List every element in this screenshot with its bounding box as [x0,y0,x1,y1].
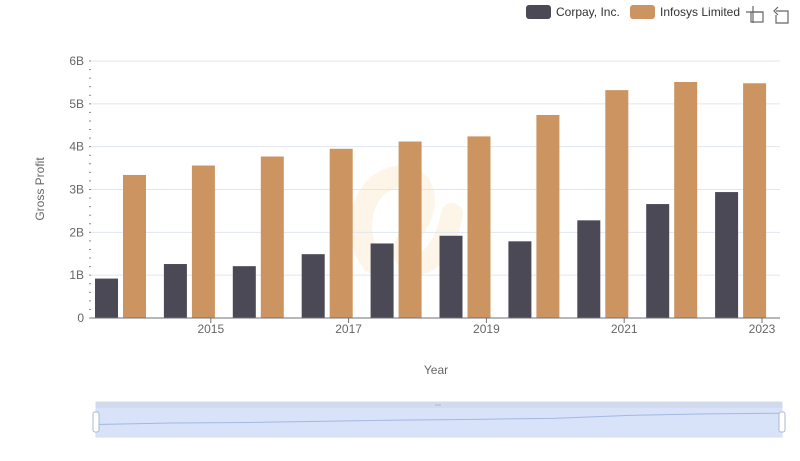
bar-corpay-2022[interactable] [646,204,670,318]
bar-corpay-2018[interactable] [370,243,394,318]
legend: Corpay, Inc. Infosys Limited [526,5,740,19]
bar-infosys-2018[interactable] [398,141,422,318]
bar-infosys-2015[interactable] [191,165,215,318]
y-tick-label: 4B [69,140,84,154]
x-axis-ticks: 2015 2017 2019 2021 2023 [197,318,776,336]
x-axis-title: Year [424,363,448,377]
restore-icon[interactable] [773,6,789,24]
y-tick-label: 0 [77,311,84,325]
bar-infosys-2014[interactable] [123,174,146,318]
bar-corpay-2023[interactable] [715,192,739,318]
y-axis-title: Gross Profit [33,157,47,221]
bar-infosys-2019[interactable] [467,136,491,318]
data-zoom-handle-right[interactable] [778,411,786,433]
y-tick-label: 5B [69,97,84,111]
legend-item-corpay[interactable]: Corpay, Inc. [526,5,620,19]
legend-label: Corpay, Inc. [556,5,620,19]
toolbox [746,6,789,24]
zoom-icon[interactable] [746,6,764,23]
x-tick-label: 2015 [197,322,224,336]
bar-corpay-2016[interactable] [232,266,256,318]
data-zoom-handle-left[interactable] [92,411,100,433]
y-tick-label: 2B [69,225,84,239]
bar-corpay-2019[interactable] [439,235,463,318]
bar-infosys-2016[interactable] [260,156,284,318]
data-zoom-preview-line [95,412,783,425]
bars [95,81,767,318]
x-tick-label: 2019 [473,322,500,336]
legend-swatch [630,5,655,19]
data-zoom-top-bar[interactable] [96,402,782,408]
data-zoom-grip-icon [435,404,441,406]
bar-corpay-2015[interactable] [163,264,187,318]
bar-infosys-2022[interactable] [674,81,698,318]
legend-label: Infosys Limited [660,5,740,19]
y-tick-label: 6B [69,54,84,68]
bar-infosys-2021[interactable] [605,90,629,318]
legend-item-infosys[interactable]: Infosys Limited [630,5,740,19]
y-tick-label: 3B [69,183,84,197]
y-tick-label: 1B [69,268,84,282]
y-axis-ticks: 0 1B 2B 3B 4B 5B 6B [69,54,84,325]
x-tick-label: 2023 [749,322,776,336]
bar-corpay-2021[interactable] [577,220,601,318]
x-tick-label: 2021 [611,322,638,336]
x-tick-label: 2017 [335,322,362,336]
y-axis-minor-ticks [89,60,91,319]
data-zoom-slider[interactable] [92,401,786,438]
legend-swatch [526,5,551,19]
bar-infosys-2023[interactable] [743,83,767,318]
bar-corpay-2017[interactable] [301,254,325,318]
bar-infosys-2020[interactable] [536,114,560,318]
bar-corpay-2014[interactable] [95,278,118,318]
bar-corpay-2020[interactable] [508,241,532,318]
bar-infosys-2017[interactable] [329,148,353,318]
